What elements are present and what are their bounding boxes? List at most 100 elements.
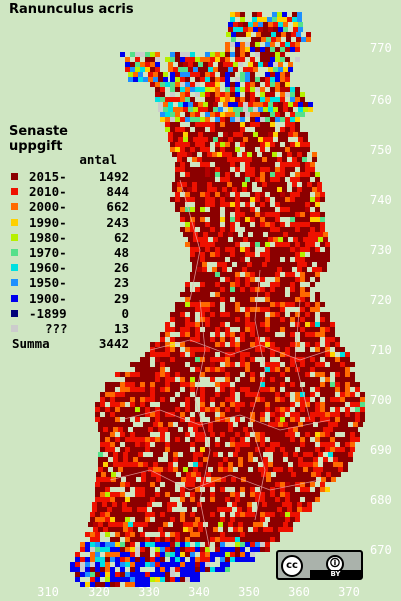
grid-cell [218, 137, 223, 142]
grid-cell [308, 467, 313, 472]
grid-cell [295, 122, 300, 127]
grid-cell [298, 452, 303, 457]
grid-cell [305, 142, 310, 147]
grid-cell [302, 262, 307, 267]
grid-cell [345, 352, 350, 357]
grid-cell [255, 87, 260, 92]
grid-cell [295, 142, 300, 147]
grid-cell [185, 567, 190, 572]
region-borders [109, 179, 331, 551]
grid-cell [235, 352, 240, 357]
grid-cell [265, 142, 270, 147]
grid-cell [315, 172, 320, 177]
grid-cell [315, 197, 320, 202]
grid-cell [245, 82, 250, 87]
grid-cell [255, 47, 260, 52]
grid-cell [215, 192, 220, 197]
grid-cell [252, 17, 257, 22]
grid-cell [235, 547, 240, 552]
grid-cell [110, 392, 115, 397]
grid-cell [130, 387, 135, 392]
grid-cell [185, 447, 190, 452]
grid-cell [140, 367, 145, 372]
grid-cell [290, 342, 295, 347]
grid-cell [360, 392, 365, 397]
grid-cell [208, 62, 213, 67]
grid-cell [245, 322, 250, 327]
grid-cell [235, 432, 240, 437]
grid-cell [275, 347, 280, 352]
grid-cell [232, 187, 237, 192]
grid-cell [295, 282, 300, 287]
grid-cell [160, 97, 165, 102]
grid-cell [275, 87, 280, 92]
grid-cell [285, 512, 290, 517]
grid-cell [325, 252, 330, 257]
grid-cell [275, 117, 280, 122]
grid-cell [155, 537, 160, 542]
grid-cell [315, 212, 320, 217]
grid-cell [212, 152, 217, 157]
grid-cell [275, 337, 280, 342]
grid-cell [280, 127, 285, 132]
grid-cell [295, 212, 300, 217]
grid-cell [260, 112, 265, 117]
grid-cell [212, 157, 217, 162]
grid-cell [200, 317, 205, 322]
grid-cell [140, 492, 145, 497]
grid-cell [177, 157, 182, 162]
grid-cell [255, 382, 260, 387]
grid-cell [190, 377, 195, 382]
grid-cell [110, 402, 115, 407]
grid-cell [260, 197, 265, 202]
grid-cell [320, 402, 325, 407]
grid-cell [228, 457, 233, 462]
grid-cell [265, 222, 270, 227]
grid-cell [210, 177, 215, 182]
grid-cell [95, 562, 100, 567]
grid-cell [240, 247, 245, 252]
grid-cell [260, 517, 265, 522]
grid-cell [295, 162, 300, 167]
grid-cell [185, 332, 190, 337]
grid-cell [200, 227, 205, 232]
grid-cell [135, 62, 140, 67]
grid-cell [210, 87, 215, 92]
grid-cell [215, 297, 220, 302]
grid-cell [263, 132, 268, 137]
grid-cell [310, 447, 315, 452]
grid-cell [220, 52, 225, 57]
grid-cell [155, 417, 160, 422]
grid-cell [180, 142, 185, 147]
grid-cell [190, 532, 195, 537]
grid-cell [315, 202, 320, 207]
grid-cell [198, 132, 203, 137]
grid-cell [135, 512, 140, 517]
grid-cell [180, 302, 185, 307]
grid-cell [235, 537, 240, 542]
grid-cell [278, 467, 283, 472]
grid-cell [220, 242, 225, 247]
grid-cell [273, 452, 278, 457]
grid-cell [285, 362, 290, 367]
grid-cell [161, 477, 166, 482]
grid-cell [135, 377, 140, 382]
grid-cell [245, 542, 250, 547]
grid-cell [213, 462, 218, 467]
grid-cell [253, 527, 258, 532]
grid-cell [193, 62, 198, 67]
grid-cell [255, 242, 260, 247]
grid-cell [245, 382, 250, 387]
grid-cell [165, 117, 170, 122]
grid-cell [300, 322, 305, 327]
grid-cell [160, 347, 165, 352]
grid-cell [213, 422, 218, 427]
grid-cell [247, 502, 252, 507]
grid-cell [305, 242, 310, 247]
grid-cell [255, 412, 260, 417]
grid-cell [168, 422, 173, 427]
grid-cell [248, 427, 253, 432]
grid-cell [290, 162, 295, 167]
grid-cell [245, 217, 250, 222]
grid-cell [200, 242, 205, 247]
